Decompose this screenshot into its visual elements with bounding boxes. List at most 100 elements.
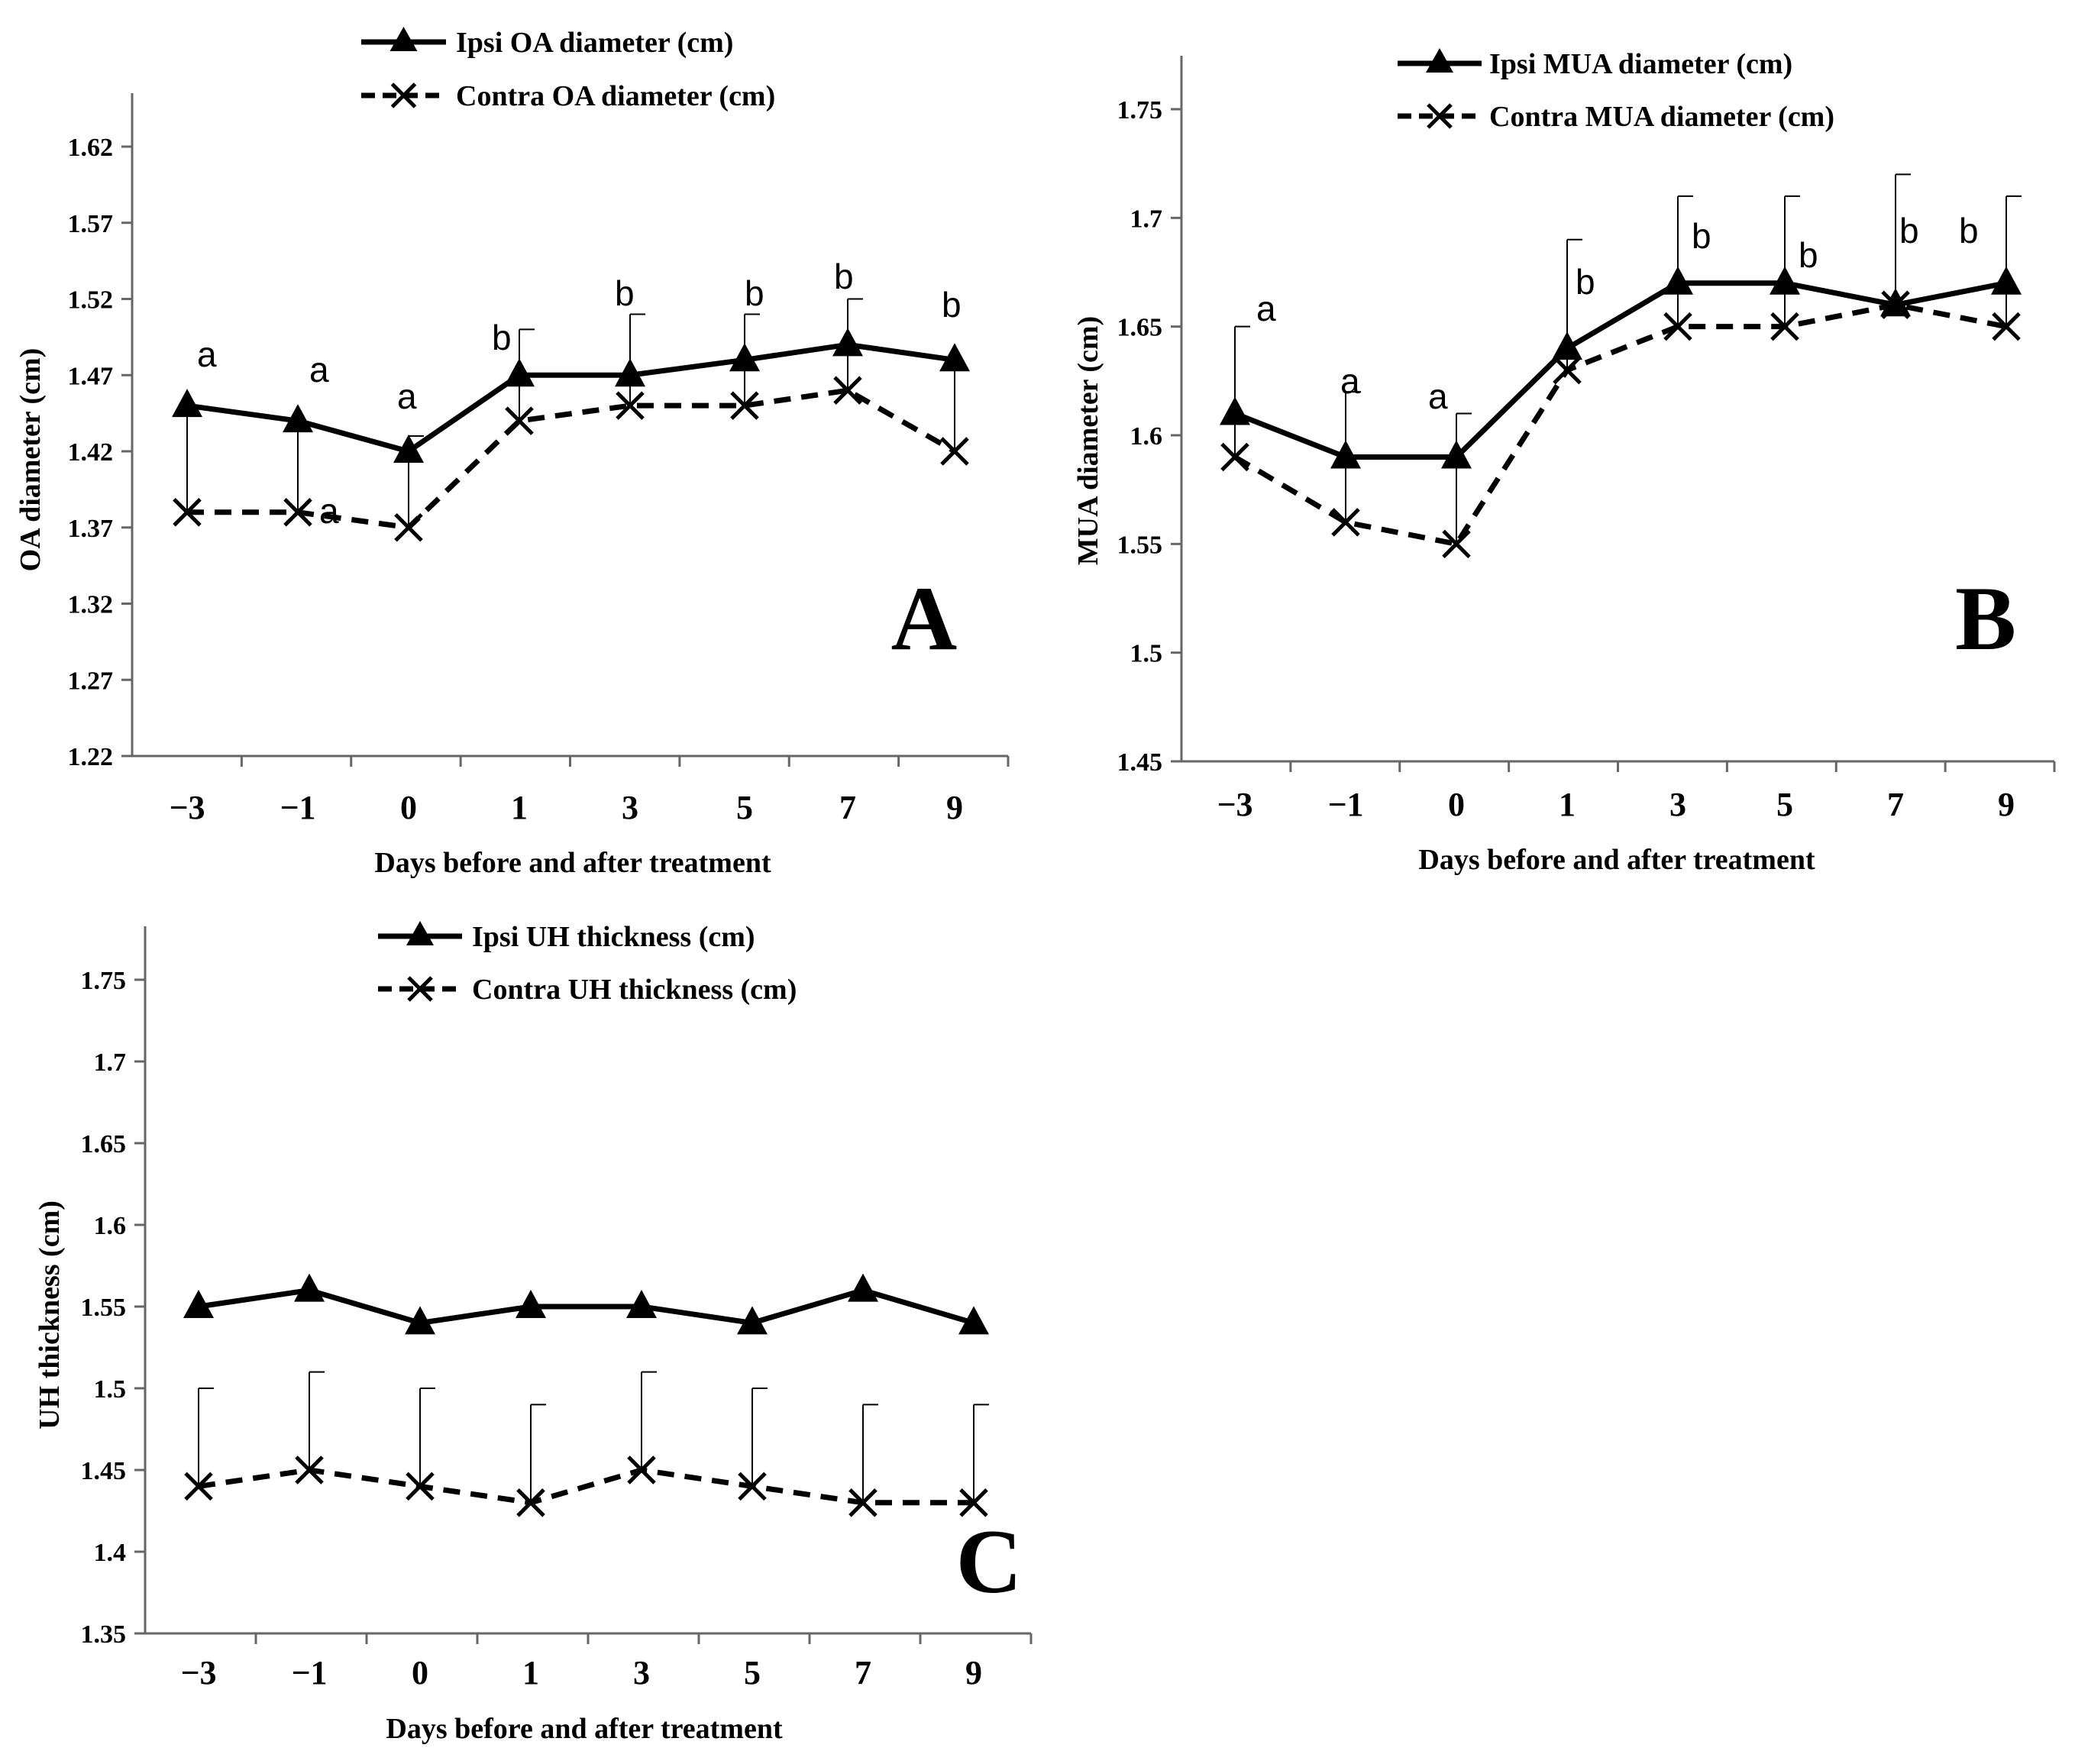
x-tick-label: −3	[180, 1654, 216, 1691]
x-tick-label: 3	[1669, 786, 1686, 823]
x-stroke	[1442, 529, 1471, 559]
x-tick-label: 5	[736, 789, 753, 826]
x-stroke	[295, 1455, 324, 1485]
ipsi-triangle-marker	[405, 1306, 435, 1335]
x-tick-label: 3	[622, 789, 638, 826]
y-tick-label: 1.52	[68, 286, 114, 315]
contra-x-marker	[283, 498, 312, 527]
y-tick-label: 1.22	[68, 743, 114, 771]
ipsi-series-line	[198, 1287, 974, 1326]
x-tick-label: 0	[1448, 786, 1465, 823]
x-stroke	[1331, 508, 1360, 537]
significance-label: b	[1576, 262, 1595, 302]
contra-series-line	[198, 1467, 974, 1506]
legend-item: Ipsi OA diameter (cm)	[361, 27, 733, 59]
x-stroke	[1770, 312, 1799, 341]
x-tick-label: −3	[1217, 786, 1252, 823]
x-stroke	[516, 1488, 545, 1517]
significance-label: a	[197, 334, 217, 374]
y-tick-label: 1.45	[81, 1457, 127, 1485]
x-stroke	[505, 406, 534, 435]
ipsi-triangle-marker	[1552, 331, 1582, 360]
ipsi-triangle-marker	[1991, 266, 2022, 295]
significance-label: b	[834, 257, 854, 296]
x-stroke	[616, 391, 645, 420]
significance-label: b	[1899, 211, 1919, 250]
x-stroke	[283, 498, 312, 527]
contra-x-marker	[627, 1455, 656, 1485]
x-stroke	[730, 391, 759, 420]
x-stroke	[184, 1472, 213, 1501]
x-axis-title: Days before and after treatment	[386, 1713, 783, 1745]
x-tick-label: −1	[1327, 786, 1363, 823]
chart-panel-a: 1.62 1.57 1.52 1.47 1.42 1.37 1.32 1.27 1.22 −3 −1…	[15, 27, 1010, 879]
contra-x-marker	[738, 1472, 767, 1501]
panel-letter: A	[891, 567, 958, 669]
legend-triangle-icon	[406, 921, 434, 945]
contra-x-marker	[1442, 529, 1471, 559]
x-stroke	[406, 1472, 435, 1501]
y-tick-label: 1.7	[1130, 205, 1163, 233]
legend-item: Contra MUA diameter (cm)	[1398, 101, 1834, 133]
x-stroke	[833, 376, 862, 405]
ipsi-triangle-marker	[183, 1290, 214, 1318]
ipsi-triangle-marker	[294, 1273, 325, 1302]
y-tick-label: 1.55	[1117, 531, 1163, 559]
contra-x-marker	[1770, 312, 1799, 341]
contra-x-marker	[616, 391, 645, 420]
ipsi-triangle-marker	[1441, 440, 1472, 469]
significance-label: a	[309, 350, 329, 389]
x-tick-label: 0	[412, 1654, 428, 1691]
significance-label: b	[745, 273, 764, 313]
significance-label: a	[1256, 289, 1276, 328]
x-stroke	[940, 437, 969, 466]
ipsi-triangle-marker	[626, 1290, 657, 1318]
y-tick-label: 1.35	[81, 1620, 127, 1649]
x-axis-title: Days before and after treatment	[1418, 844, 1815, 876]
contra-series-line	[187, 387, 956, 531]
ipsi-triangle-marker	[1770, 266, 1800, 295]
x-stroke	[394, 512, 423, 542]
significance-label: a	[319, 491, 339, 531]
x-tick-label: −1	[291, 1654, 327, 1691]
significance-label: b	[1799, 235, 1818, 275]
x-tick-label: 1	[522, 1654, 539, 1691]
y-tick-label: 1.47	[68, 362, 114, 390]
x-stroke	[1220, 442, 1249, 472]
significance-label: b	[492, 318, 512, 357]
legend-label: Ipsi MUA diameter (cm)	[1489, 48, 1792, 80]
x-stroke	[738, 1472, 767, 1501]
y-tick-label: 1.42	[68, 438, 114, 467]
contra-x-marker	[833, 376, 862, 405]
contra-x-marker	[940, 437, 969, 466]
ipsi-triangle-marker	[958, 1306, 989, 1335]
x-axis-title: Days before and after treatment	[374, 847, 771, 879]
y-tick-label: 1.37	[68, 515, 114, 543]
ipsi-triangle-marker	[516, 1290, 546, 1318]
legend-label: Ipsi UH thickness (cm)	[472, 921, 755, 953]
legend-x-icon	[407, 976, 433, 1002]
significance-label: b	[615, 273, 635, 313]
x-tick-label: 1	[511, 789, 528, 826]
ipsi-triangle-marker	[737, 1306, 768, 1335]
x-stroke	[848, 1488, 878, 1517]
x-tick-label: 0	[400, 789, 417, 826]
x-tick-label: 3	[633, 1654, 650, 1691]
y-tick-label: 1.65	[1117, 314, 1163, 342]
significance-label: a	[1428, 376, 1448, 416]
legend-item: Ipsi MUA diameter (cm)	[1398, 48, 1792, 80]
ipsi-triangle-marker	[615, 358, 645, 387]
y-axis-title: OA diameter (cm)	[15, 348, 47, 572]
y-tick-label: 1.45	[1117, 748, 1163, 777]
y-tick-label: 1.4	[94, 1539, 127, 1567]
ipsi-triangle-marker	[939, 343, 970, 372]
x-stroke	[1881, 290, 1910, 319]
x-stroke	[959, 1488, 988, 1517]
legend-x-icon	[390, 82, 417, 108]
y-tick-label: 1.6	[1130, 422, 1163, 451]
contra-x-marker	[848, 1488, 878, 1517]
contra-x-marker	[516, 1488, 545, 1517]
x-tick-label: 5	[1776, 786, 1793, 823]
ipsi-triangle-marker	[283, 404, 313, 433]
